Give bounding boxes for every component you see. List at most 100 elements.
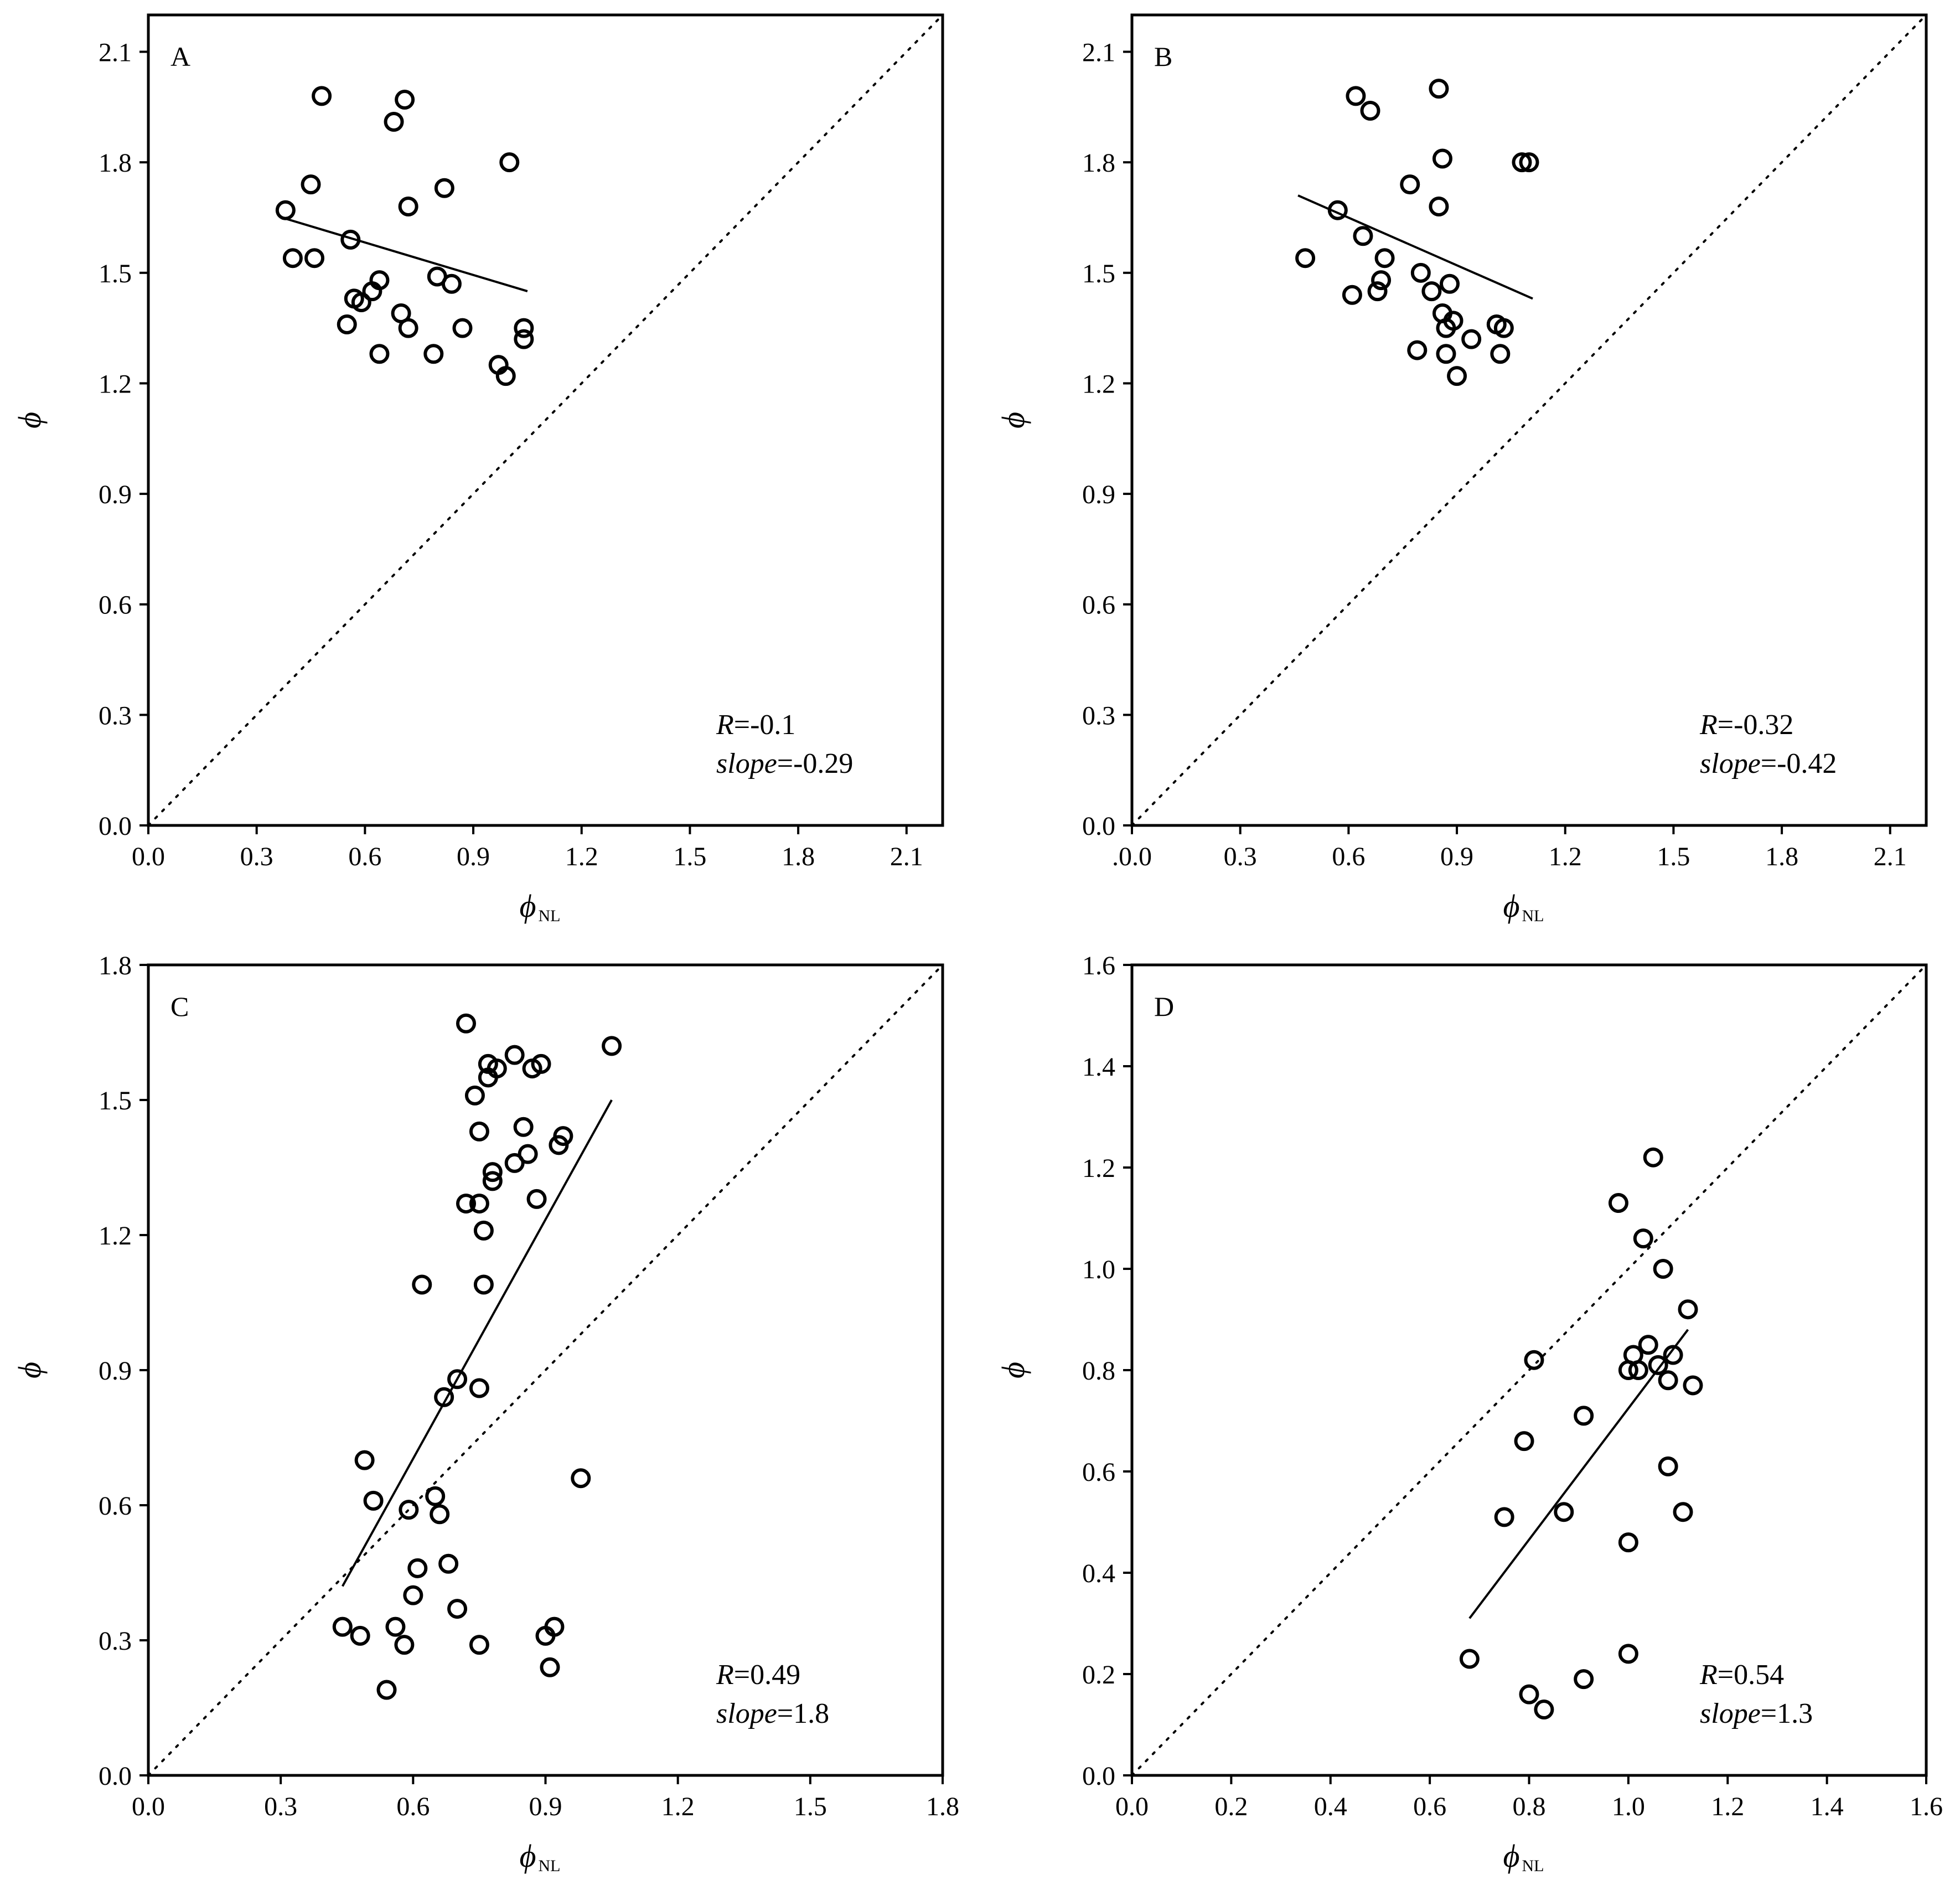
data-point [1673,1502,1693,1522]
data-point [332,1616,353,1637]
data-point [456,1013,476,1034]
y-tick-label: 0.6 [1082,1458,1115,1487]
y-tick-label: 0.6 [1082,591,1115,620]
y-tick-label: 0.0 [99,812,132,841]
data-point [301,174,321,195]
data-point [482,1171,503,1191]
data-point [399,1500,419,1520]
y-tick-label: 1.8 [99,148,132,178]
y-tick-label: 0.9 [1082,480,1115,509]
x-tick-label: 0.6 [348,842,381,871]
data-point [499,152,520,173]
data-point [1429,79,1449,99]
data-point [473,1220,494,1241]
y-tick-label: 1.2 [99,369,132,399]
x-tick-label: 1.5 [673,842,706,871]
slope-key: slope [716,1698,777,1729]
plot-frame [1130,13,1928,827]
y-tick-label: 0.6 [99,591,132,620]
identity-line [1131,14,1927,827]
data-point [423,344,444,364]
x-tick-label: 0.6 [1413,1792,1446,1821]
data-point [487,1058,507,1079]
y-tick-label: 1.5 [99,1086,132,1115]
data-point [1407,340,1428,360]
y-tick-label: 0.8 [1082,1356,1115,1386]
data-point [1524,1350,1544,1370]
y-tick-label: 1.5 [99,259,132,288]
data-point [1574,1406,1594,1426]
slope-annotation: slope=1.8 [716,1698,829,1729]
data-point [1512,152,1532,173]
r-annotation: R=0.49 [716,1659,800,1691]
data-point [513,1117,534,1137]
y-tick-label: 0.0 [1082,812,1115,841]
regression-line [1468,1329,1689,1619]
data-point [531,1053,551,1074]
y-tick-label: 1.4 [1082,1052,1115,1082]
data-point [1519,1684,1539,1705]
slope-value: =-0.42 [1761,748,1837,779]
data-point [452,318,473,338]
x-tick-label: 1.8 [1765,842,1798,871]
data-point [430,1504,450,1525]
x-axis-subscript: NL [539,907,561,925]
y-tick-label: 1.2 [1082,1154,1115,1183]
data-point [438,1553,459,1574]
data-point [602,1036,622,1056]
x-tick-label: 1.2 [1549,842,1582,871]
panel-c: 0.0 0.3 0.6 0.9 1.2 1.5 1.8 0.0 0.3 0.6 0.9 1.2 1.5 1… [12,951,959,1875]
regression-line [1297,194,1533,300]
x-axis-subscript: NL [539,1857,561,1875]
x-tick-label: 0.3 [264,1792,297,1821]
plot-frame [147,13,944,827]
data-point [482,1162,503,1182]
data-point [447,1599,468,1619]
data-point [553,1126,573,1146]
data-point [1658,1370,1678,1391]
y-tick-label: 0.0 [1082,1762,1115,1791]
x-tick-label: 0.8 [1513,1792,1546,1821]
data-point [1429,197,1449,217]
slope-annotation: slope=-0.42 [1700,748,1837,779]
data-point [1360,101,1380,121]
r-annotation: R=0.54 [1699,1659,1784,1691]
x-axis-title: ϕ NL [1503,888,1544,925]
slope-key: slope [1700,748,1761,779]
panel-b: .0.0 0.3 0.6 0.9 1.2 1.5 1.8 2.1 0.0 0.3 0.6 0.9 1.2… [995,13,1928,925]
data-point [1628,1360,1648,1380]
data-point [1371,270,1392,291]
x-tick-label: 0.2 [1214,1792,1248,1821]
data-point [473,1274,494,1295]
data-point [441,273,462,294]
data-point [407,1558,428,1578]
data-point [1374,248,1395,268]
x-tick-label: 1.5 [1657,842,1690,871]
x-tick-label: 0.9 [457,842,490,871]
data-point [1421,281,1442,302]
y-axis-title: ϕ [12,1362,48,1378]
x-axis-title: ϕ NL [519,1838,560,1875]
x-tick-label: 1.8 [926,1792,959,1821]
data-point [464,1085,485,1106]
regression-line [342,1099,613,1587]
data-point [1608,1193,1628,1213]
data-point [354,1450,375,1470]
y-tick-label: 0.2 [1082,1660,1115,1690]
x-tick-label: 2.1 [890,842,923,871]
panel-letter: A [170,41,190,72]
data-point [398,197,418,217]
y-tick-label: 1.0 [1082,1255,1115,1284]
regression-line [281,216,528,293]
y-tick-label: 1.5 [1082,259,1115,288]
data-point [1353,226,1373,246]
data-point [350,1625,370,1646]
data-point [412,1274,432,1295]
data-point [337,314,357,334]
data-point [304,248,325,268]
data-point [1648,1355,1668,1375]
y-tick-label: 0.6 [99,1491,132,1521]
data-point [1490,344,1511,364]
data-point [1295,248,1316,268]
